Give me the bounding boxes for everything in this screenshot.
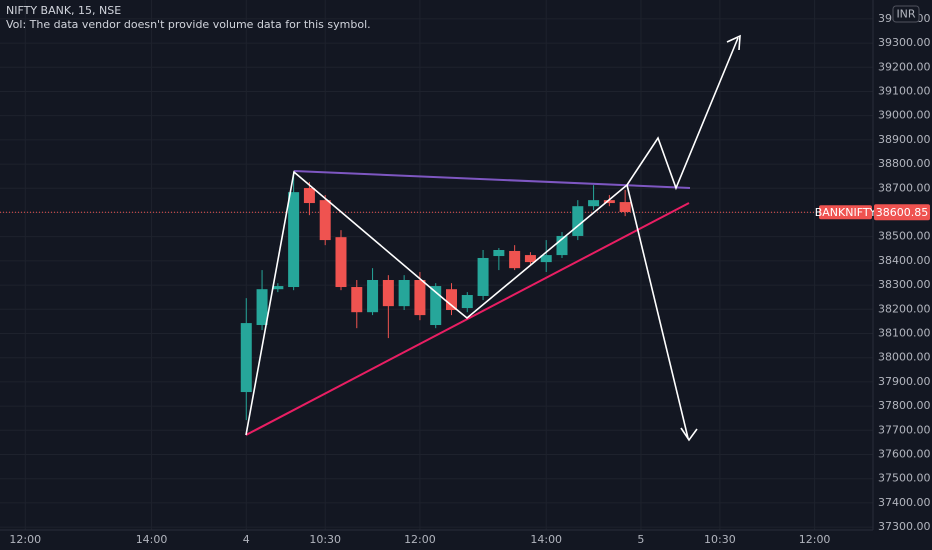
candle-body: [509, 250, 521, 269]
x-tick-label: 4: [243, 533, 250, 546]
currency-badge: [892, 5, 920, 23]
candle-body: [572, 206, 584, 236]
y-tick-label: 37300.00: [878, 520, 931, 533]
candle-body: [603, 200, 615, 204]
candle-body: [303, 188, 315, 204]
y-tick-label: 38400.00: [878, 254, 931, 267]
candle-body: [556, 235, 568, 256]
drawings: [245, 34, 741, 442]
chart-subtitle: Vol: The data vendor doesn't provide vol…: [6, 18, 371, 31]
candle-body: [367, 280, 379, 313]
down-arrow: [626, 184, 689, 439]
x-tick-label: 12:00: [9, 533, 41, 546]
y-tick-label: 38700.00: [878, 181, 931, 194]
candle-body: [288, 192, 300, 288]
y-tick-label: 39200.00: [878, 60, 931, 73]
x-tick-label: 10:30: [309, 533, 341, 546]
candle-body: [524, 255, 536, 263]
candle-body: [398, 280, 410, 307]
symbol-label: BANKNIFTY: [815, 206, 877, 219]
candle-body: [256, 289, 268, 326]
y-tick-label: 37900.00: [878, 375, 931, 388]
y-tick-label: 39000.00: [878, 109, 931, 122]
chart-title: NIFTY BANK, 15, NSE: [6, 4, 121, 17]
up-arrowhead: [726, 34, 741, 51]
candle-body: [477, 257, 489, 296]
y-tick-label: 38900.00: [878, 133, 931, 146]
currency-label: INR: [896, 8, 915, 21]
x-tick-label: 10:30: [704, 533, 736, 546]
candle-body: [272, 286, 284, 290]
x-tick-label: 12:00: [799, 533, 831, 546]
x-tick-label: 5: [637, 533, 644, 546]
candle-body: [382, 280, 394, 307]
y-tick-label: 38300.00: [878, 278, 931, 291]
candles: [240, 172, 631, 421]
last-price-label: 38600.85: [876, 206, 929, 219]
x-tick-label: 14:00: [136, 533, 168, 546]
down-arrowhead: [680, 427, 698, 442]
zigzag: [245, 170, 628, 436]
y-tick-label: 38200.00: [878, 302, 931, 315]
up-arrow: [626, 37, 739, 191]
y-tick-label: 38000.00: [878, 351, 931, 364]
y-tick-label: 37600.00: [878, 447, 931, 460]
symbol-badge: [819, 205, 872, 220]
y-tick-label: 37800.00: [878, 399, 931, 412]
resistance-line: [293, 170, 691, 189]
price-axis-bg: [873, 0, 932, 550]
support-line: [245, 202, 690, 436]
price-badge: [874, 204, 930, 221]
y-tick-label: 39300.00: [878, 36, 931, 49]
y-tick-label: 38500.00: [878, 230, 931, 243]
candle-body: [445, 289, 457, 311]
candle-body: [619, 202, 631, 212]
candle-body: [430, 286, 442, 326]
candle-body: [414, 280, 426, 316]
candle-body: [588, 200, 600, 207]
x-tick-label: 12:00: [404, 533, 436, 546]
x-tick-label: 14:00: [530, 533, 562, 546]
candle-body: [335, 237, 347, 288]
y-tick-label: 37400.00: [878, 496, 931, 509]
y-tick-label: 39100.00: [878, 84, 931, 97]
candle-body: [319, 200, 331, 241]
y-tick-label: 37500.00: [878, 472, 931, 485]
candle-body: [240, 323, 252, 393]
candle-body: [540, 255, 552, 263]
grid: [0, 0, 873, 530]
candle-body: [493, 249, 505, 257]
y-tick-label: 38800.00: [878, 157, 931, 170]
candle-body: [351, 287, 363, 313]
time-axis-bg: [0, 530, 932, 550]
y-tick-label: 38100.00: [878, 326, 931, 339]
candle-body: [461, 295, 473, 309]
y-tick-label: 37700.00: [878, 423, 931, 436]
